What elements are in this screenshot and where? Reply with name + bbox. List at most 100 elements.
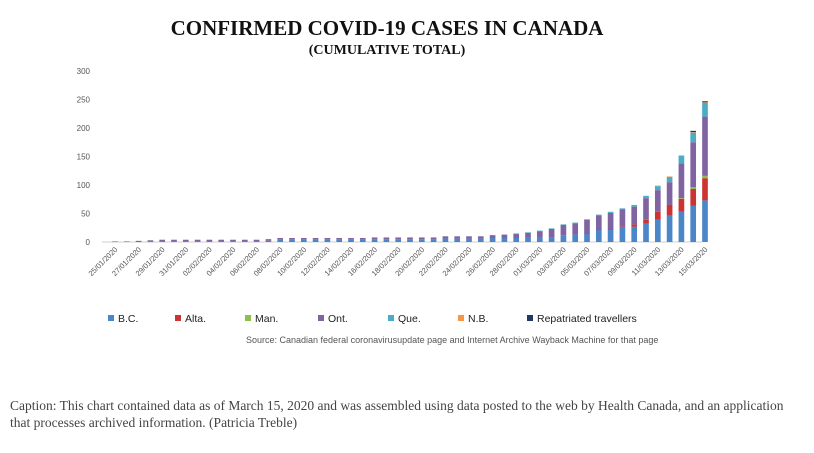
bar-segment bbox=[289, 238, 295, 240]
bar-segment bbox=[383, 239, 390, 242]
bar-segment bbox=[430, 237, 437, 240]
bar-segment bbox=[253, 241, 260, 243]
bar-segment bbox=[678, 198, 685, 199]
bar-segment bbox=[690, 131, 697, 133]
bar-segment bbox=[525, 232, 531, 238]
bar-segment bbox=[536, 230, 543, 232]
bar-segment bbox=[643, 219, 649, 224]
bar-segment bbox=[359, 238, 366, 240]
bar-segment bbox=[548, 228, 555, 229]
bar-segment bbox=[654, 219, 661, 242]
bar-segment bbox=[595, 215, 602, 230]
bar-segment bbox=[489, 238, 496, 242]
bar-segment bbox=[595, 214, 602, 216]
bar-segment bbox=[324, 239, 331, 242]
y-tick-label: 300 bbox=[77, 67, 91, 76]
bar-segment bbox=[584, 233, 590, 235]
bar-segment bbox=[702, 116, 708, 176]
bar-segment bbox=[135, 240, 142, 242]
bar-segment bbox=[560, 235, 567, 242]
chart-subtitle: (CUMULATIVE TOTAL) bbox=[309, 43, 466, 58]
bar-segment bbox=[277, 238, 284, 240]
bar-segment bbox=[230, 241, 236, 243]
bar-segment bbox=[501, 238, 508, 242]
bar-segment bbox=[206, 241, 213, 243]
bar-segment bbox=[289, 239, 295, 242]
bar-segment bbox=[171, 241, 177, 243]
legend: B.C. Alta. Man. Ont. Que. N.B. Repatriated tra… bbox=[108, 313, 637, 325]
bar-segment bbox=[395, 239, 402, 242]
bar-segment bbox=[300, 238, 307, 240]
bar-segment bbox=[572, 222, 579, 224]
bar-segment bbox=[690, 132, 697, 143]
bar-segment bbox=[584, 219, 590, 234]
bar-segment bbox=[277, 239, 284, 242]
bar-segment bbox=[218, 241, 225, 243]
bar-segment bbox=[171, 239, 177, 242]
bar-segment bbox=[194, 239, 201, 242]
bar-segment bbox=[654, 185, 661, 187]
bar-segment bbox=[702, 102, 708, 117]
chart-title: CONFIRMED COVID-19 CASES IN CANADA bbox=[171, 16, 605, 40]
bar-segment bbox=[690, 188, 697, 206]
bar-segment bbox=[395, 237, 402, 240]
bar-segment bbox=[678, 155, 685, 156]
bar-segment bbox=[442, 238, 449, 242]
bar-segment bbox=[525, 237, 531, 242]
bar-segment bbox=[336, 239, 343, 242]
bar-segment bbox=[702, 101, 708, 103]
bar-segment bbox=[666, 177, 673, 183]
bar-segment bbox=[536, 231, 543, 238]
bar-segment bbox=[253, 239, 260, 242]
y-tick-label: 250 bbox=[77, 96, 91, 105]
y-tick-label: 50 bbox=[81, 210, 90, 219]
bar-segment bbox=[702, 102, 708, 103]
bar-segment bbox=[572, 223, 579, 235]
bar-segment bbox=[654, 190, 661, 212]
bar-segment bbox=[607, 229, 614, 231]
legend-label: Repatriated travellers bbox=[537, 313, 637, 325]
bar-segment bbox=[619, 209, 626, 227]
bar-segment bbox=[702, 175, 708, 179]
bar-segment bbox=[643, 223, 649, 242]
legend-swatch bbox=[245, 315, 251, 321]
bar-segment bbox=[442, 236, 449, 239]
legend-label: Ont. bbox=[328, 313, 348, 325]
bar-segment bbox=[407, 239, 413, 242]
bar-segment bbox=[607, 212, 614, 230]
bar-segment bbox=[690, 130, 697, 132]
bar-segment bbox=[631, 226, 638, 242]
bar-segment bbox=[123, 241, 130, 243]
legend-label: B.C. bbox=[118, 313, 138, 325]
bar-segment bbox=[147, 241, 154, 243]
bar-segment bbox=[548, 228, 555, 238]
bar-segment bbox=[265, 239, 272, 241]
bar-segment bbox=[560, 224, 567, 236]
bar-segment bbox=[454, 238, 461, 242]
bar-segment bbox=[702, 200, 708, 242]
legend-label: Que. bbox=[398, 313, 421, 325]
bar-segment bbox=[407, 237, 413, 240]
bar-segment bbox=[560, 224, 567, 225]
y-tick-label: 200 bbox=[77, 124, 91, 133]
legend-swatch bbox=[388, 315, 394, 321]
bar-segment bbox=[489, 235, 496, 239]
bar-segment bbox=[336, 238, 343, 240]
bar-segment bbox=[182, 241, 189, 243]
bar-segment bbox=[477, 236, 484, 239]
bar-segment bbox=[241, 241, 248, 243]
bar-segment bbox=[265, 240, 272, 242]
bar-segment bbox=[619, 226, 626, 227]
bar-segment bbox=[607, 211, 614, 213]
bar-segment bbox=[371, 239, 378, 242]
bar-segment bbox=[241, 239, 248, 242]
bar-segment bbox=[666, 215, 673, 242]
chart-source: Source: Canadian federal coronavirusupda… bbox=[246, 335, 658, 345]
bar-segment bbox=[678, 198, 685, 212]
bar-segment bbox=[206, 239, 213, 242]
bar-segment bbox=[654, 211, 661, 220]
bar-segment bbox=[371, 237, 378, 240]
bar-segment bbox=[654, 186, 661, 191]
bar-segment bbox=[572, 234, 579, 242]
bar-segment bbox=[477, 238, 484, 242]
